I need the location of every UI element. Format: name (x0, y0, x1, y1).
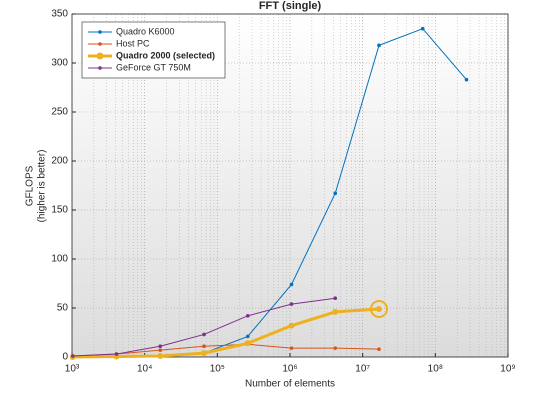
legend: Quadro K6000 Host PC Quadro 2000 (selected… (81, 21, 226, 79)
point (288, 322, 295, 329)
point (333, 296, 338, 301)
point (200, 350, 207, 357)
series-line (72, 343, 380, 357)
y-tick-label: 0 (62, 352, 68, 363)
point (377, 347, 381, 351)
point (245, 334, 250, 339)
x-tick-label: 10⁷ (355, 364, 370, 375)
x-tick-label: 10⁸ (428, 364, 443, 375)
series-line (72, 307, 380, 359)
selected-highlight (369, 299, 388, 318)
y-tick-label: 50 (57, 303, 69, 314)
point (202, 344, 206, 349)
point (245, 314, 250, 318)
point (333, 191, 338, 196)
point (114, 352, 119, 356)
legend-marker (98, 66, 102, 70)
y-tick-label: 300 (51, 58, 68, 69)
point (420, 26, 425, 31)
x-tick-label: 10⁶ (282, 364, 297, 375)
point (333, 346, 338, 350)
y-tick-label: 100 (51, 254, 68, 265)
point (289, 346, 294, 350)
point (377, 43, 381, 48)
point (289, 302, 294, 306)
y-axis-label: GFLOPS (25, 165, 36, 206)
point (244, 340, 251, 347)
x-tick-label: 10⁹ (500, 364, 515, 375)
y-tick-label: 150 (51, 205, 68, 216)
y-tick-label: 350 (51, 9, 68, 20)
point (375, 305, 382, 312)
x-tick-label: 10⁵ (210, 364, 225, 375)
point (158, 344, 163, 349)
point (157, 353, 164, 360)
point (464, 77, 469, 82)
y-tick-label: 250 (51, 107, 68, 118)
legend-label: Quadro 2000 (selected) (116, 50, 215, 60)
point (70, 354, 75, 358)
y-tick-label: 200 (51, 156, 68, 167)
point (158, 348, 163, 352)
axes-box (71, 13, 509, 358)
x-tick-label: 10³ (65, 364, 80, 375)
x-axis-label: Number of elements (245, 379, 335, 390)
legend-label: Quadro K6000 (116, 26, 175, 36)
y-axis-label: (higher is better) (37, 150, 48, 223)
legend-marker (98, 30, 102, 34)
x-tick-label: 10⁴ (137, 364, 152, 375)
point (202, 332, 206, 337)
chart-title: FFT (single) (259, 0, 322, 12)
legend-marker (96, 52, 104, 60)
legend-label: Host PC (116, 38, 150, 48)
legend-label: GeForce GT 750M (116, 62, 191, 72)
point (332, 308, 339, 315)
legend-marker (98, 42, 102, 46)
point (289, 282, 294, 287)
legend-box (81, 21, 226, 79)
